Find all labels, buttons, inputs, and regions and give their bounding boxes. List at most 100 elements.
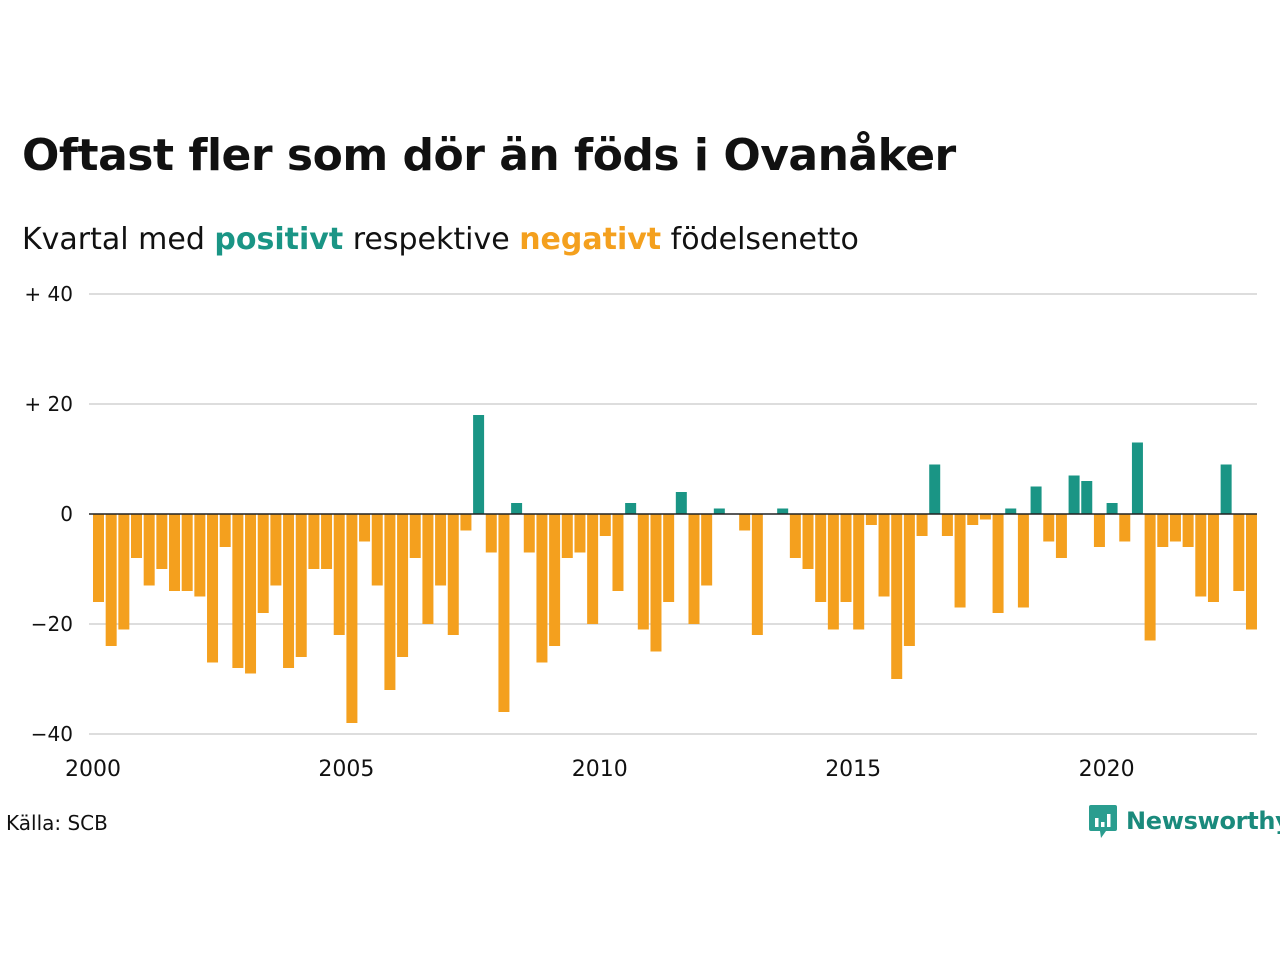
bar	[219, 514, 231, 547]
bar	[169, 514, 181, 591]
y-tick-label: 0	[60, 502, 73, 526]
bar	[93, 514, 104, 602]
bar	[1144, 514, 1156, 641]
bar	[118, 514, 130, 630]
bar	[156, 514, 168, 569]
bar	[751, 514, 763, 635]
bar	[308, 514, 320, 569]
bar	[1068, 475, 1080, 514]
bar	[967, 514, 979, 525]
bar	[447, 514, 459, 635]
brand-name: Newsworthy	[1126, 807, 1280, 835]
bar	[1207, 514, 1219, 602]
bar	[346, 514, 358, 723]
bar	[473, 415, 485, 514]
bar	[1182, 514, 1194, 547]
bar	[333, 514, 345, 635]
bar	[257, 514, 269, 613]
bar	[739, 514, 751, 531]
bar	[979, 514, 991, 520]
bar	[713, 508, 725, 514]
bar	[802, 514, 814, 569]
bar	[903, 514, 915, 646]
x-tick-label: 2020	[1079, 757, 1135, 782]
bar	[840, 514, 852, 602]
bar	[891, 514, 903, 679]
bar	[232, 514, 244, 668]
bar	[371, 514, 383, 586]
bar	[878, 514, 890, 597]
bar	[701, 514, 713, 586]
bar	[321, 514, 333, 569]
bar	[1043, 514, 1055, 542]
bar	[929, 464, 941, 514]
bar	[536, 514, 548, 663]
y-tick-label: −20	[31, 612, 73, 636]
bar	[359, 514, 371, 542]
bars	[93, 415, 1257, 723]
bar	[1081, 481, 1093, 514]
bar	[143, 514, 155, 586]
bar	[916, 514, 928, 536]
bar	[1017, 514, 1029, 608]
bar	[941, 514, 953, 536]
bar	[688, 514, 700, 624]
y-tick-label: + 20	[24, 392, 73, 416]
bar	[295, 514, 307, 657]
bar	[283, 514, 295, 668]
bar	[549, 514, 561, 646]
subtitle-negative-word: negativt	[519, 222, 662, 257]
bar	[853, 514, 865, 630]
bar	[1195, 514, 1207, 597]
subtitle-suffix: födelsenetto	[661, 222, 859, 257]
bar	[1233, 514, 1245, 591]
chart-subtitle: Kvartal med positivt respektive negativt…	[22, 222, 859, 257]
bar	[954, 514, 966, 608]
bar	[612, 514, 624, 591]
bar	[992, 514, 1004, 613]
bar	[637, 514, 649, 630]
bar	[650, 514, 662, 652]
bar	[245, 514, 257, 674]
bar	[1119, 514, 1131, 542]
bar	[587, 514, 599, 624]
bar	[599, 514, 611, 536]
bar	[485, 514, 497, 553]
bar	[789, 514, 801, 558]
subtitle-prefix: Kvartal med	[22, 222, 215, 257]
bar	[1093, 514, 1105, 547]
bar	[422, 514, 434, 624]
bar	[498, 514, 510, 712]
bar	[523, 514, 535, 553]
x-tick-label: 2005	[318, 757, 374, 782]
brand-logo: Newsworthy	[1088, 803, 1280, 839]
bar	[574, 514, 586, 553]
bar	[409, 514, 421, 558]
bar	[815, 514, 827, 602]
x-tick-label: 2010	[572, 757, 628, 782]
y-tick-label: + 40	[24, 282, 73, 306]
bar	[625, 503, 637, 514]
bar	[511, 503, 523, 514]
axis-labels: + 40 + 20 0 −20 −40 2000 2005 2010 2015 2020	[24, 282, 1134, 782]
subtitle-positive-word: positivt	[214, 222, 344, 257]
y-tick-label: −40	[31, 722, 73, 746]
chart-title: Oftast fler som dör än föds i Ovanåker	[22, 130, 956, 181]
bar	[1220, 464, 1232, 514]
bar	[384, 514, 396, 690]
bar	[1106, 503, 1118, 514]
bar	[1169, 514, 1181, 542]
bar	[270, 514, 282, 586]
bar	[663, 514, 675, 602]
bar	[1055, 514, 1067, 558]
bar	[777, 508, 789, 514]
bar	[1005, 508, 1017, 514]
bar	[1157, 514, 1169, 547]
bar	[675, 492, 687, 514]
bar	[1245, 514, 1257, 630]
bar	[1131, 442, 1143, 514]
bar	[561, 514, 573, 558]
bar	[435, 514, 447, 586]
bar	[105, 514, 117, 646]
newsworthy-logo-icon	[1089, 805, 1117, 838]
